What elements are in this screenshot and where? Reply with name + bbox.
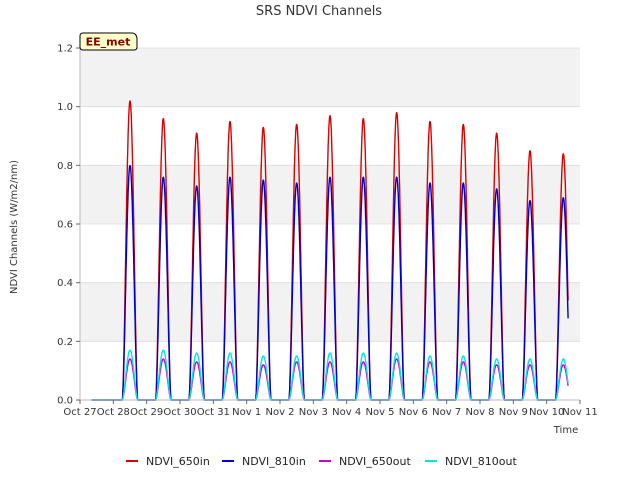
- legend-label: NDVI_650in: [146, 455, 210, 468]
- grid-band: [80, 165, 580, 224]
- x-tick-label: Nov 10: [529, 407, 564, 418]
- x-tick-label: Nov 1: [232, 407, 261, 418]
- site-badge-box: [79, 32, 138, 51]
- y-tick-label: 0.4: [57, 278, 73, 289]
- grid-band: [80, 282, 580, 342]
- y-tick-label: 0.8: [57, 161, 73, 172]
- x-tick-label: Oct 31: [197, 407, 230, 418]
- x-axis-ticks: Oct 27 Oct 28 Oct 29 Oct 30 Oct 31 Nov 1 Nov 2…: [63, 400, 598, 418]
- x-tick-label: Oct 30: [163, 407, 196, 418]
- x-axis-label: Time: [553, 425, 578, 436]
- y-tick-label: 0.0: [57, 396, 73, 407]
- legend-label: NDVI_810in: [242, 455, 306, 468]
- x-tick-label: Nov 2: [265, 407, 294, 418]
- legend-label: NDVI_810out: [445, 455, 517, 468]
- x-tick-label: Nov 3: [299, 407, 328, 418]
- x-tick-label: Oct 28: [97, 407, 130, 418]
- x-tick-label: Nov 5: [365, 407, 394, 418]
- grid-band: [80, 48, 580, 107]
- x-tick-label: Oct 29: [130, 407, 163, 418]
- x-tick-label: Nov 9: [499, 407, 528, 418]
- y-axis-ticks: 0.0 0.2 0.4 0.6 0.8 1.0 1.2: [57, 44, 80, 407]
- x-tick-label: Nov 7: [432, 407, 461, 418]
- x-tick-label: Nov 4: [332, 407, 361, 418]
- y-tick-label: 1.0: [57, 102, 73, 113]
- x-tick-label: Nov 8: [465, 407, 494, 418]
- legend-label: NDVI_650out: [339, 455, 411, 468]
- y-tick-label: 1.2: [57, 44, 73, 55]
- site-badge: EE_met: [79, 32, 138, 51]
- site-badge-label: EE_met: [86, 36, 131, 49]
- legend: NDVI_650in NDVI_810in NDVI_650out NDVI_810o…: [126, 455, 517, 468]
- chart-title: SRS NDVI Channels: [256, 4, 382, 19]
- y-tick-label: 0.2: [57, 337, 73, 348]
- plot-background: [80, 47, 580, 401]
- x-tick-label: Nov 6: [399, 407, 428, 418]
- x-tick-label: Oct 27: [63, 407, 96, 418]
- y-axis-label: NDVI Channels (W/m2/nm): [9, 160, 20, 294]
- y-tick-label: 0.6: [57, 220, 73, 231]
- x-tick-label: Nov 11: [562, 407, 597, 418]
